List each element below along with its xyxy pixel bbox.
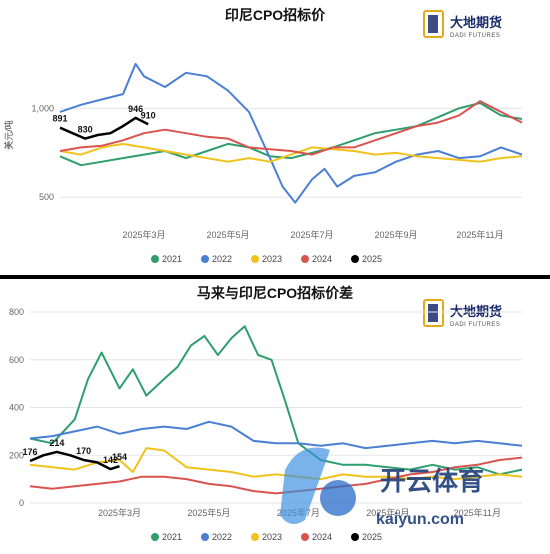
series-line-2024	[59, 100, 523, 156]
legend-swatch	[201, 255, 209, 263]
data-label: 176	[22, 447, 37, 457]
x-tick-label: 2025年11月	[456, 229, 503, 240]
x-tick-label: 2025年3月	[98, 507, 141, 518]
legend-label: 2025	[362, 532, 382, 542]
series-line-2023	[59, 142, 523, 163]
x-tick-label: 2025年9月	[366, 507, 409, 518]
y-tick-label: 200	[9, 450, 24, 460]
data-label: 830	[78, 125, 93, 135]
legend-swatch	[351, 255, 359, 263]
series-line-2023	[29, 447, 523, 481]
y-tick-label: 500	[39, 192, 54, 202]
legend-label: 2023	[262, 532, 282, 542]
y-tick-label: 1,000	[31, 103, 54, 113]
brand-logo: 大地期货 DADI FUTURES	[423, 10, 502, 39]
brand-name-en: DADI FUTURES	[450, 322, 500, 328]
data-label: 154	[112, 452, 127, 462]
brand-name-en: DADI FUTURES	[450, 33, 500, 39]
panel-divider	[0, 275, 550, 279]
legend-swatch	[251, 533, 259, 541]
watermark-logo-icon	[280, 447, 330, 524]
watermark-url: kaiyun.com	[376, 511, 464, 528]
legend-swatch	[251, 255, 259, 263]
chart-title: 马来与印尼CPO招标价差	[197, 285, 353, 301]
legend-swatch	[301, 255, 309, 263]
chart-title: 印尼CPO招标价	[225, 7, 326, 23]
data-label: 946	[128, 104, 143, 114]
legend-swatch	[301, 533, 309, 541]
y-tick-label: 600	[9, 355, 24, 365]
legend-swatch	[151, 255, 159, 263]
legend-label: 2025	[362, 254, 382, 264]
x-tick-label: 2025年11月	[454, 507, 501, 518]
legend-swatch	[151, 533, 159, 541]
legend-label: 2021	[162, 532, 182, 542]
watermark-text: 开云体育	[380, 466, 484, 496]
legend-label: 2024	[312, 254, 332, 264]
watermark: 开云体育 kaiyun.com	[280, 447, 484, 528]
y-axis-label: 美元/吨	[3, 120, 14, 150]
y-tick-label: 400	[9, 403, 24, 413]
series-line-2024	[29, 456, 523, 495]
y-tick-label: 800	[9, 307, 24, 317]
cpo-tender-price-chart: 印尼CPO招标价 美元/吨 大地期货 DADI FUTURES 500 1,000…	[3, 7, 523, 264]
legend-label: 2023	[262, 254, 282, 264]
series-line-2022	[59, 62, 523, 204]
x-tick-label: 2025年3月	[122, 229, 165, 240]
brand-logo: 大地期货 DADI FUTURES	[423, 299, 502, 328]
data-label: 170	[76, 446, 91, 456]
ball-icon	[320, 480, 356, 516]
legend-label: 2024	[312, 532, 332, 542]
series-line-2025	[59, 116, 149, 140]
series-line-2021	[29, 325, 523, 476]
series-line-2022	[29, 420, 523, 450]
data-label: 891	[52, 114, 67, 124]
y-tick-label: 0	[19, 498, 24, 508]
data-label: 142	[103, 455, 118, 465]
legend-label: 2021	[162, 254, 182, 264]
x-tick-label: 2025年5月	[206, 229, 249, 240]
data-label: 910	[141, 110, 156, 120]
legend-swatch	[201, 533, 209, 541]
series-line-2021	[59, 102, 523, 167]
legend-swatch	[351, 533, 359, 541]
data-label: 214	[49, 438, 64, 448]
x-tick-label: 2025年7月	[290, 229, 333, 240]
series-line-2025	[29, 450, 120, 471]
spread-chart: 马来与印尼CPO招标价差 大地期货 DADI FUTURES 0 200 400 60…	[9, 285, 523, 542]
brand-name: 大地期货	[450, 15, 502, 30]
legend-label: 2022	[212, 532, 232, 542]
legend-label: 2022	[212, 254, 232, 264]
x-tick-label: 2025年5月	[187, 507, 230, 518]
x-tick-label: 2025年9月	[374, 229, 417, 240]
